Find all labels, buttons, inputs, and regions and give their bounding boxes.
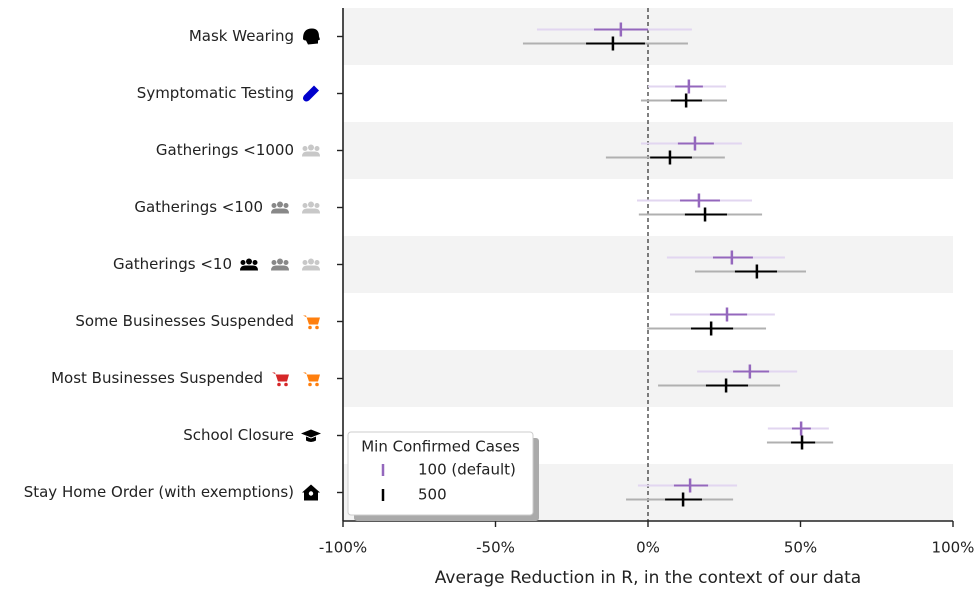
category-label: Most Businesses Suspended: [51, 369, 263, 387]
category-label: Gatherings <100: [134, 198, 263, 216]
icon: [303, 372, 320, 387]
icon: [272, 372, 289, 387]
icon-part: [308, 491, 314, 496]
icon-part: [315, 382, 319, 387]
icon-part: [302, 260, 308, 265]
icon-part: [308, 258, 314, 265]
category-label: Some Businesses Suspended: [75, 312, 294, 330]
icon: [303, 85, 319, 102]
icon-part: [303, 372, 320, 382]
icon-part: [303, 28, 320, 45]
category-label: Symptomatic Testing: [137, 84, 294, 102]
x-axis-label: Average Reduction in R, in the context o…: [435, 568, 861, 588]
legend-box: [347, 431, 534, 516]
icon-part: [272, 372, 289, 382]
icon: [271, 258, 289, 271]
legend-label: 100 (default): [418, 461, 516, 479]
icon: [303, 28, 320, 45]
x-tick-label: -100%: [319, 539, 367, 557]
icon-part: [314, 203, 320, 208]
x-tick-label: -50%: [476, 539, 515, 557]
icon-part: [271, 265, 289, 271]
icon-part: [284, 382, 288, 387]
icon: [302, 484, 320, 501]
icon-part: [314, 146, 320, 151]
icon: [301, 429, 321, 442]
icon-part: [314, 260, 320, 265]
icon: [302, 144, 320, 157]
icon-part: [277, 201, 283, 208]
icon-part: [277, 258, 283, 265]
icon-part: [308, 382, 312, 387]
icon-part: [271, 203, 277, 208]
icon-part: [303, 85, 319, 102]
icon-part: [302, 203, 308, 208]
icon: [271, 201, 289, 214]
icon-part: [302, 265, 320, 271]
category-label: School Closure: [183, 426, 294, 444]
icon-part: [246, 258, 252, 265]
x-tick-label: 100%: [932, 539, 975, 557]
icon: [302, 258, 320, 271]
legend-title: Min Confirmed Cases: [361, 438, 520, 456]
icon-part: [302, 151, 320, 157]
x-tick-label: 50%: [784, 539, 817, 557]
icon: [302, 201, 320, 214]
icon-part: [308, 144, 314, 151]
icon-part: [252, 260, 258, 265]
icon-part: [302, 146, 308, 151]
category-label: Gatherings <10: [113, 255, 232, 273]
icon: [240, 258, 258, 271]
icon-part: [271, 260, 277, 265]
icon-part: [308, 325, 312, 330]
category-label: Gatherings <1000: [156, 141, 294, 159]
icon-part: [303, 315, 320, 325]
icon-part: [240, 265, 258, 271]
icon-part: [302, 208, 320, 214]
category-label: Stay Home Order (with exemptions): [24, 483, 294, 501]
icon-part: [240, 260, 246, 265]
x-tick-label: 0%: [636, 539, 660, 557]
icon-part: [283, 203, 289, 208]
icon-part: [315, 325, 319, 330]
legend-label: 500: [418, 486, 447, 504]
icon-part: [308, 201, 314, 208]
icon-part: [301, 429, 321, 442]
icon-part: [271, 208, 289, 214]
icon: [303, 315, 320, 330]
category-label: Mask Wearing: [189, 27, 294, 45]
icon-part: [283, 260, 289, 265]
icon-part: [277, 382, 281, 387]
